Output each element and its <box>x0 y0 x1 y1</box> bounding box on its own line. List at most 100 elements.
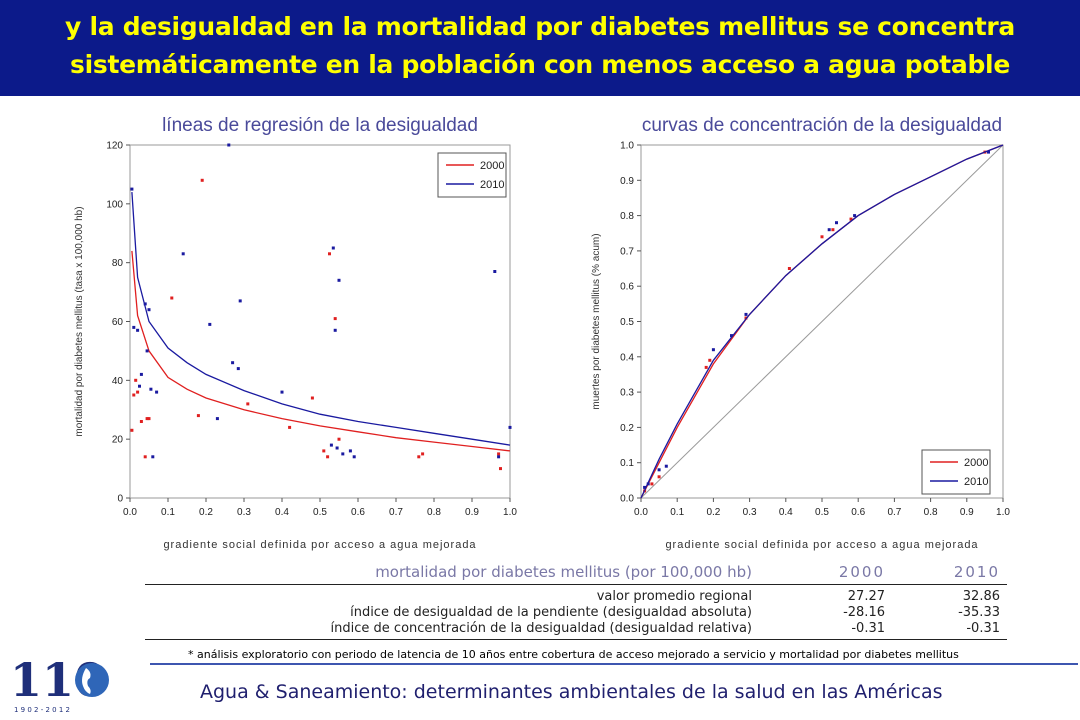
data-point-2000 <box>170 296 174 300</box>
x-tick-label: 0.9 <box>960 507 974 518</box>
row-label: índice de desigualdad de la pendiente (d… <box>350 605 752 620</box>
footer-divider <box>150 663 1078 665</box>
data-point-2000 <box>136 390 140 394</box>
x-tick-label: 0.0 <box>634 507 648 518</box>
table-row: índice de desigualdad de la pendiente (d… <box>145 605 1007 621</box>
data-point-2010 <box>711 348 715 352</box>
data-point-2010 <box>646 482 650 486</box>
cell-2000: 27.27 <box>847 589 885 604</box>
logo-years: 1 9 0 2 - 2 0 1 2 <box>14 706 70 714</box>
data-point-2010 <box>337 278 341 282</box>
y-tick-label: 60 <box>112 317 124 328</box>
data-point-2000 <box>143 455 147 459</box>
cell-2010: -35.33 <box>958 605 1000 620</box>
x-tick-label: 0.1 <box>161 507 175 518</box>
y-axis-label: muertes por diabetes mellitus (% acum) <box>591 233 602 409</box>
x-axis-label: gradiente social definida por acceso a a… <box>163 539 476 551</box>
legend-box <box>921 449 991 495</box>
data-point-2010 <box>139 372 143 376</box>
x-tick-label: 0.5 <box>815 507 829 518</box>
y-tick-label: 0.1 <box>620 458 634 469</box>
chart-title: curvas de concentración de la desigualda… <box>642 115 1002 136</box>
x-tick-label: 1.0 <box>996 507 1010 518</box>
data-point-2000 <box>130 428 134 432</box>
y-tick-label: 1.0 <box>620 141 634 152</box>
data-point-2000 <box>849 217 853 221</box>
data-point-2010 <box>208 322 212 326</box>
legend-label: 2000 <box>480 160 504 172</box>
data-point-2010 <box>657 468 661 472</box>
concentration-chart: curvas de concentración de la desigualda… <box>591 115 1010 551</box>
y-tick-label: 40 <box>112 376 124 387</box>
chart-title: líneas de regresión de la desigualdad <box>162 115 478 136</box>
y-tick-label: 0.8 <box>620 211 634 222</box>
x-tick-label: 0.6 <box>351 507 365 518</box>
data-point-2000 <box>421 452 425 456</box>
data-point-2010 <box>664 464 668 468</box>
slide-title-line-1: y la desigualdad en la mortalidad por di… <box>65 12 1015 41</box>
data-point-2000 <box>328 252 331 256</box>
table-header: mortalidad por diabetes mellitus (por 10… <box>145 562 1007 585</box>
x-tick-label: 0.3 <box>237 507 251 518</box>
x-tick-label: 0.4 <box>275 507 289 518</box>
data-point-2010 <box>236 367 240 371</box>
cell-2010: -0.31 <box>966 621 1000 636</box>
data-point-2010 <box>835 221 838 225</box>
data-point-2010 <box>143 302 147 306</box>
y-tick-label: 0.7 <box>620 246 634 257</box>
data-point-2010 <box>497 455 501 459</box>
y-tick-label: 0.3 <box>620 388 634 399</box>
series-line-2010 <box>640 144 1004 499</box>
plot-frame <box>129 144 511 499</box>
data-point-2010 <box>151 455 155 459</box>
data-point-2010 <box>130 187 134 191</box>
data-point-2000 <box>337 437 341 441</box>
data-point-2000 <box>288 425 292 429</box>
legend-box <box>437 152 507 198</box>
data-point-2010 <box>333 328 337 332</box>
data-point-2000 <box>147 417 151 421</box>
legend-label: 2010 <box>964 476 988 488</box>
data-point-2010 <box>331 246 335 250</box>
regression-chart: líneas de regresión de la desigualdad 0.0… <box>74 115 517 551</box>
globe-icon <box>75 663 109 697</box>
data-point-2010 <box>145 349 149 353</box>
paho-110-logo: 110 1 9 0 2 - 2 0 1 2 <box>10 653 109 714</box>
table-row: valor promedio regional 27.27 32.86 <box>145 589 1007 605</box>
x-tick-label: 0.0 <box>123 507 137 518</box>
column-header-2000: 2000 <box>838 563 885 581</box>
x-tick-label: 0.3 <box>743 507 757 518</box>
table-row: índice de concentración de la desigualda… <box>145 621 1007 637</box>
data-point-2000 <box>196 414 200 418</box>
y-tick-label: 120 <box>106 141 123 152</box>
data-point-2010 <box>155 390 159 394</box>
footnote: * análisis exploratorio con periodo de l… <box>188 648 959 661</box>
data-point-2010 <box>132 325 136 329</box>
data-point-2010 <box>227 143 231 147</box>
data-point-2010 <box>643 485 647 489</box>
y-tick-label: 0.9 <box>620 176 634 187</box>
y-tick-label: 0.6 <box>620 282 634 293</box>
data-point-2010 <box>348 449 352 453</box>
legend-label: 2000 <box>964 457 988 469</box>
data-point-2010 <box>341 452 345 456</box>
series-line-2010 <box>131 192 511 446</box>
data-point-2000 <box>246 402 250 406</box>
x-tick-label: 0.8 <box>427 507 441 518</box>
data-point-2010 <box>136 328 140 332</box>
x-tick-label: 0.4 <box>779 507 793 518</box>
x-tick-label: 1.0 <box>503 507 517 518</box>
x-tick-label: 0.6 <box>851 507 865 518</box>
data-point-2000 <box>326 455 330 459</box>
data-point-2010 <box>853 214 857 218</box>
footer-text: Agua & Saneamiento: determinantes ambien… <box>200 681 943 703</box>
data-point-2010 <box>827 228 831 232</box>
data-point-2000 <box>831 228 835 232</box>
data-point-2000 <box>145 417 149 421</box>
cell-2000: -0.31 <box>851 621 885 636</box>
charts-area: líneas de regresión de la desigualdad 0.0… <box>74 115 1010 551</box>
y-tick-label: 100 <box>106 199 123 210</box>
data-point-2010 <box>280 390 284 394</box>
data-point-2000 <box>310 396 314 400</box>
table-title: mortalidad por diabetes mellitus (por 10… <box>375 563 752 581</box>
